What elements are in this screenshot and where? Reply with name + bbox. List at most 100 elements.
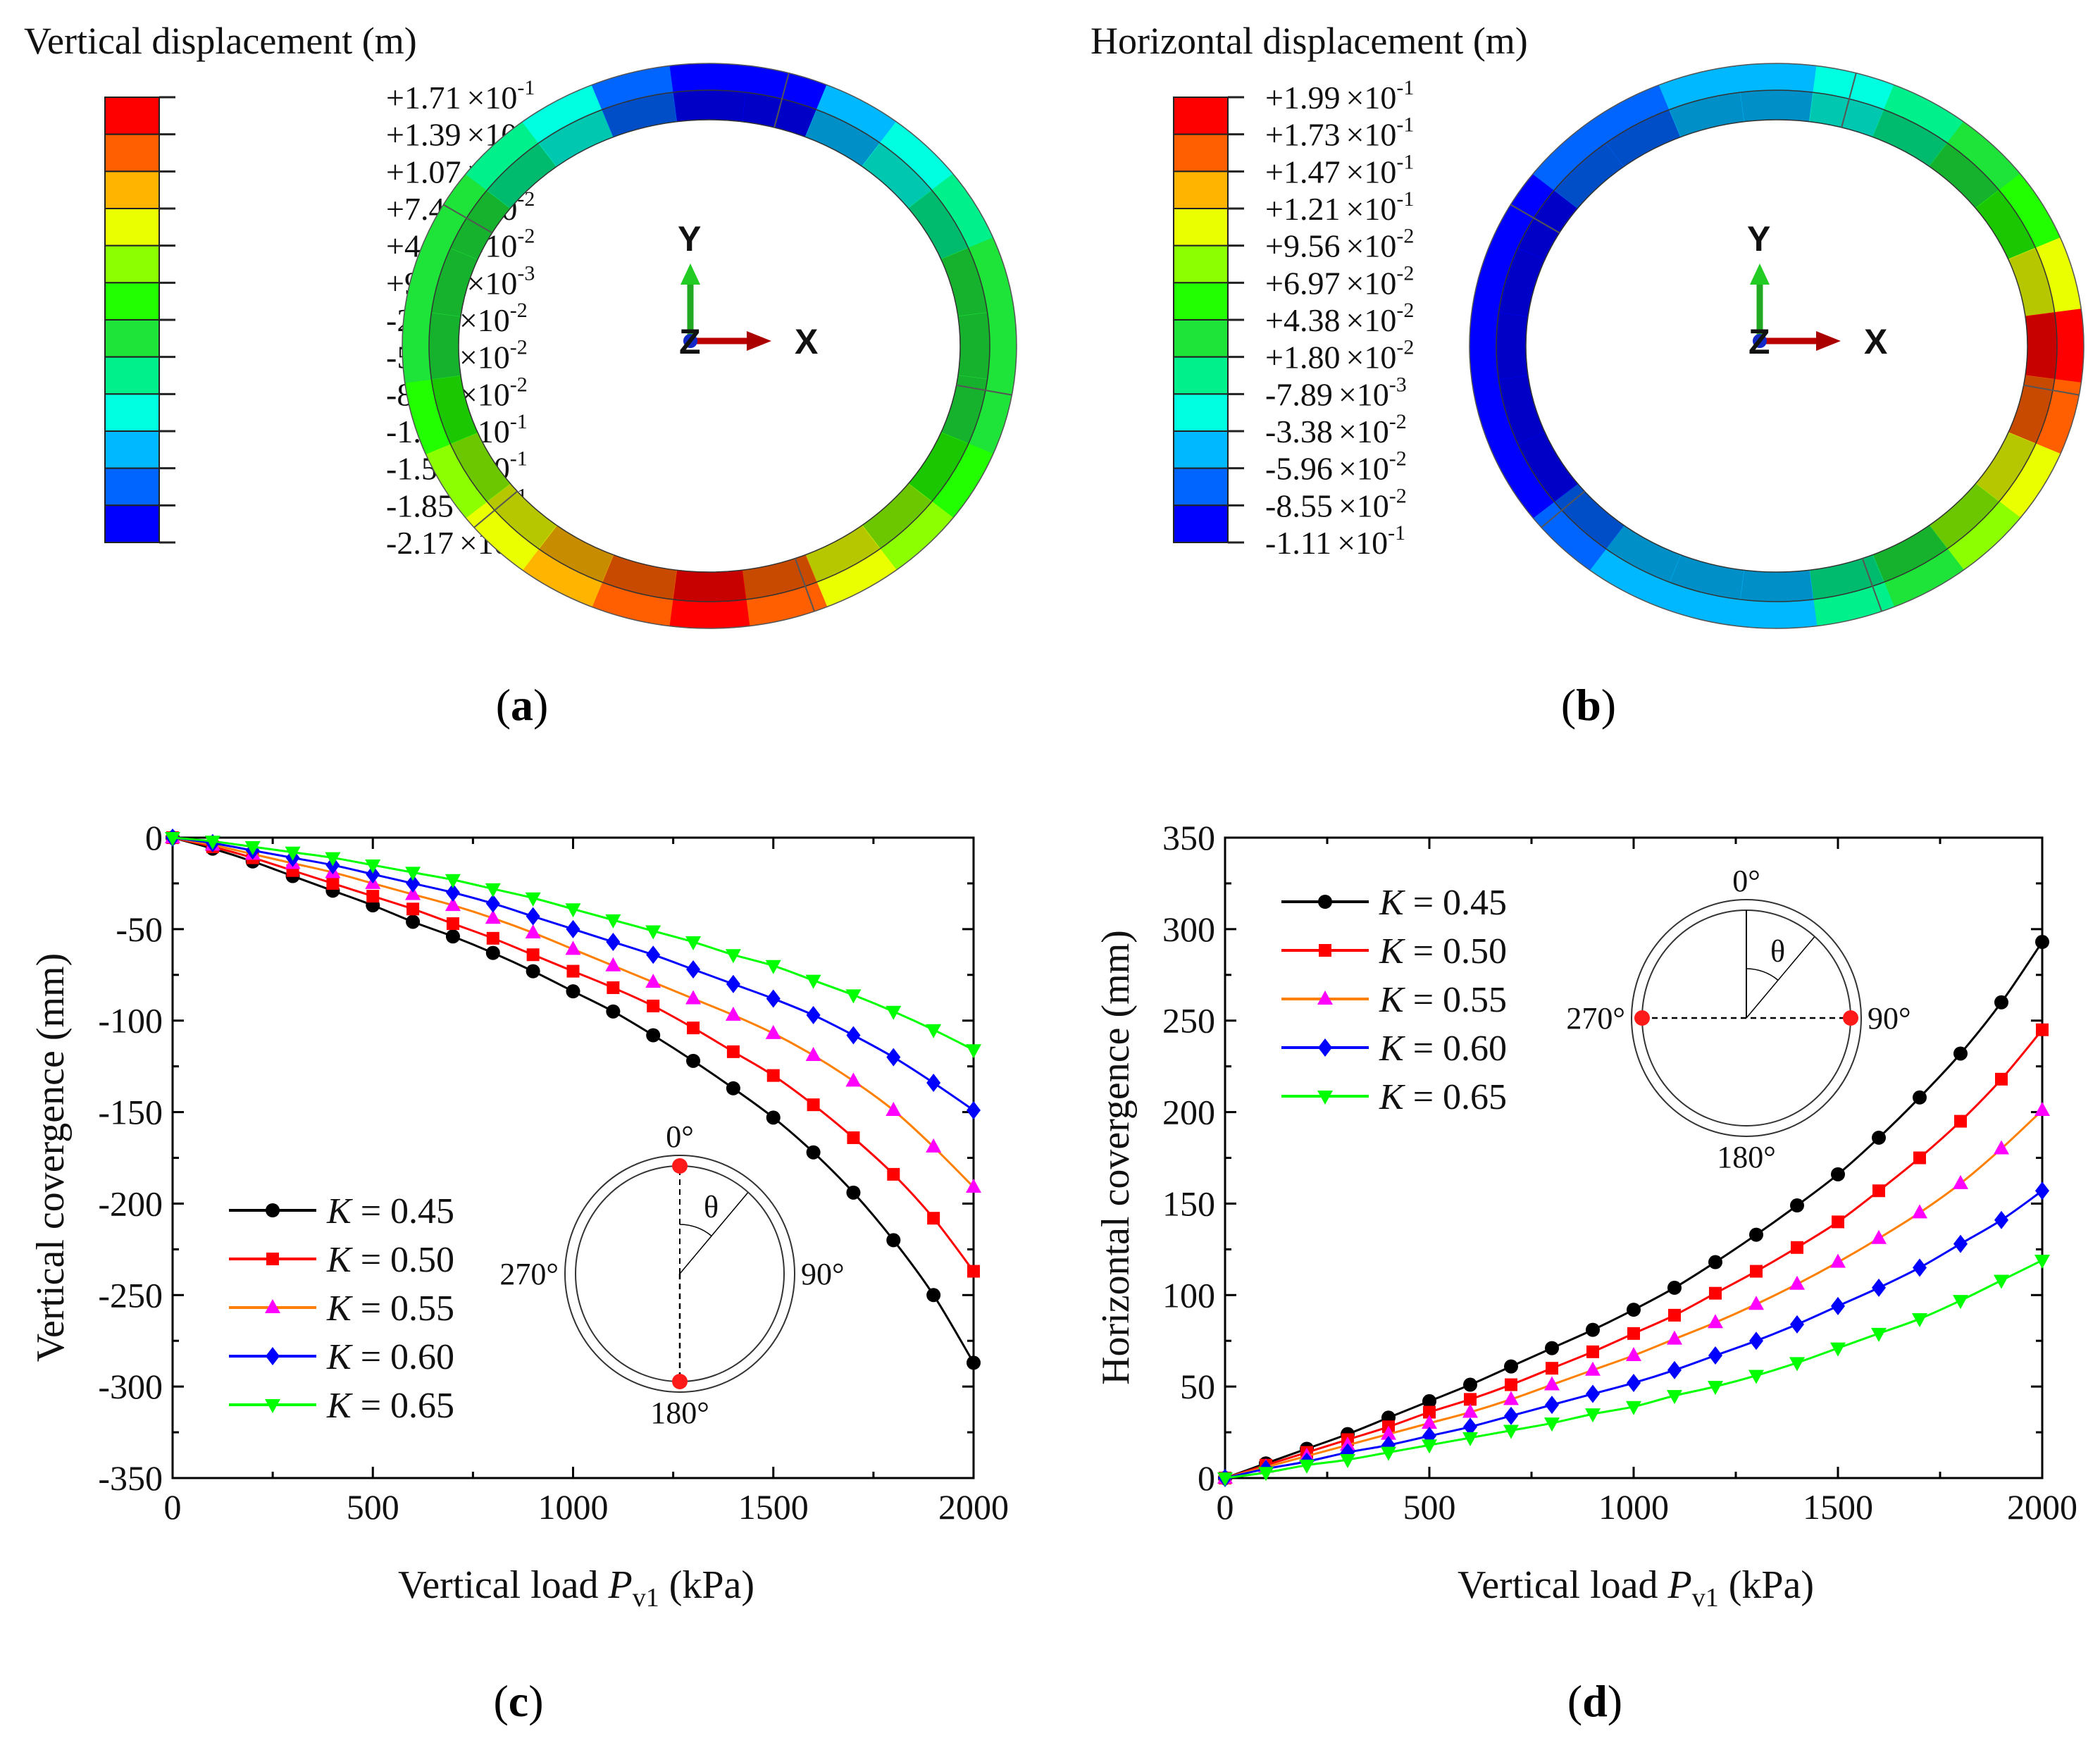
data-point-triangle-down [886,1005,902,1020]
data-point-square [687,1022,700,1035]
angle-label-0: 0° [666,1119,694,1154]
data-point-square [2036,1023,2049,1036]
data-point-square [927,1212,940,1225]
data-point-triangle-up [1708,1314,1723,1329]
data-point-circle [1627,1303,1641,1317]
panel-b-ring-contour [1469,63,2085,629]
data-point-triangle-up [1830,1253,1846,1268]
series-line [1224,1109,2044,1479]
legend-var: K [326,1191,353,1231]
data-point-diamond [646,945,661,964]
color-bin [1173,319,1229,358]
legend-var: K [326,1386,353,1426]
data-point-triangle-down [685,936,702,951]
scale-mantissa: -1.11 [1265,525,1331,561]
x-axis-label: X [795,322,818,361]
y-tick-label: 50 [1180,1367,1215,1406]
y-tick-label: -250 [98,1275,163,1315]
legend-value: = 0.45 [352,1191,454,1231]
data-point-triangle-up [2034,1101,2050,1116]
measure-point-right [1843,1010,1858,1026]
scale-label: -5.96 ×10-2 [1265,447,1407,487]
data-point-diamond [846,1026,861,1045]
data-point-circle [726,1081,740,1095]
data-point-triangle-up [405,886,421,900]
panel-b-title: Horizontal displacement (m) [1091,20,1528,62]
color-bin [104,244,160,284]
data-point-circle [646,1028,661,1043]
data-point-circle [485,945,500,960]
ring-inner-shade [862,483,932,549]
data-point-circle [1953,1046,1968,1061]
z-axis-label: Z [679,322,701,361]
data-point-triangle-down [1585,1408,1601,1423]
y-tick-label: -100 [98,1001,163,1041]
data-point-circle [1708,1255,1722,1270]
legend-marker [265,1299,280,1313]
data-point-triangle-up [605,957,621,972]
scale-exponent: -1 [1396,76,1414,99]
y-axis-title: Vertical covergence (mm) [29,953,73,1362]
color-bin [1173,356,1229,395]
data-point-triangle-down [1544,1417,1560,1432]
data-point-triangle-up [1953,1174,1968,1189]
data-point-circle [1504,1359,1518,1374]
legend-var: K [326,1337,353,1377]
data-point-square [1995,1072,2008,1086]
ring-inner-shade [487,483,557,549]
data-point-square [807,1098,820,1112]
data-point-circle [1667,1280,1682,1295]
legend-marker [1319,944,1331,957]
y-tick-label: 0 [145,818,163,857]
panel-b-axis-triad: Y Z X [1747,219,1887,361]
data-point-square [1954,1115,1967,1128]
data-point-triangle-up [765,1024,781,1039]
data-point-triangle-down [1871,1327,1887,1342]
x-tick-label: 500 [347,1487,399,1527]
scale-exponent: -2 [1389,447,1407,471]
color-bin [1173,467,1229,507]
angle-label-180: 180° [650,1396,709,1430]
scale-label: +1.99 ×10-1 [1265,76,1414,116]
color-bin [104,319,160,358]
angle-label-90: 90° [1868,1001,1911,1036]
series-k-055 [165,829,981,1193]
scale-times: ×10 [1346,302,1396,338]
data-point-diamond [1831,1296,1845,1315]
scale-mantissa: +1.73 [1265,117,1340,153]
ring-inner-shade [908,432,969,502]
scale-times: ×10 [1346,154,1396,190]
series-k-050 [1219,1023,2049,1484]
color-bin [104,170,160,209]
data-point-diamond [766,989,781,1008]
legend-value: = 0.55 [1404,980,1507,1020]
data-point-triangle-up [805,1047,821,1062]
data-point-triangle-up [1626,1346,1641,1361]
color-bin [104,133,160,173]
legend-value: = 0.50 [352,1240,454,1280]
segment-joint [473,490,518,528]
legend-label: K = 0.65 [326,1386,454,1426]
legend-value: = 0.65 [1404,1077,1507,1117]
color-bin [1173,170,1229,209]
data-point-diamond [2035,1181,2049,1200]
data-point-triangle-up [1994,1140,2009,1155]
scale-mantissa: +1.80 [1265,340,1340,375]
ring-inner-shade [673,570,746,602]
angle-label-0: 0° [1732,864,1760,898]
data-point-square [566,964,580,978]
data-point-square [326,876,340,890]
y-axis-title: Horizontal covergence (mm) [1094,930,1138,1385]
color-bin [1173,430,1229,469]
color-bin [104,504,160,543]
segment-joint [1861,558,1883,612]
legend-label: K = 0.50 [326,1240,454,1280]
legend-var: K [1379,980,1405,1020]
legend-marker [266,1203,280,1217]
data-point-circle [1749,1227,1763,1242]
data-point-triangle-down [765,960,781,974]
scale-times: ×10 [1338,451,1389,487]
data-point-diamond [1708,1346,1722,1365]
data-point-diamond [886,1048,901,1067]
